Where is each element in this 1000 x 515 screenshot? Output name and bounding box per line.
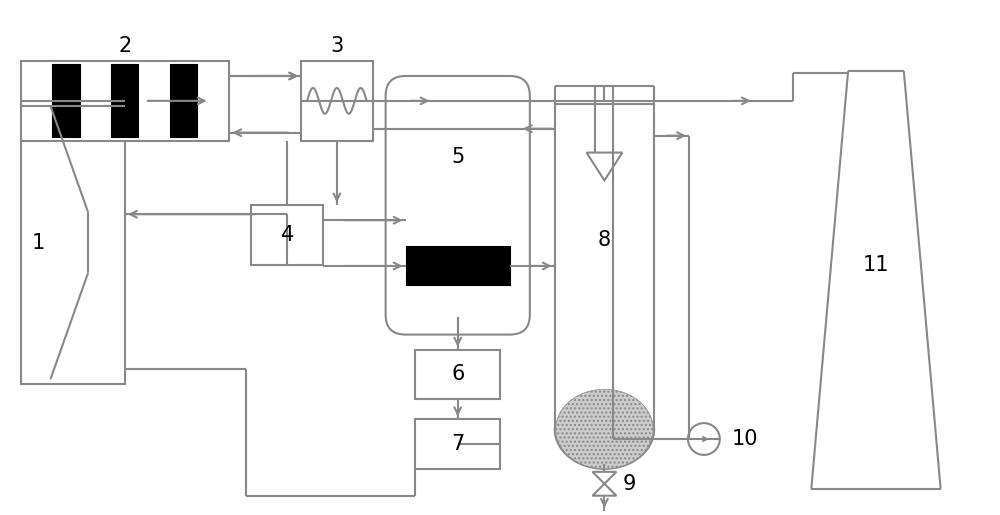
Text: 6: 6 [451, 365, 464, 384]
Text: 5: 5 [451, 147, 464, 167]
Text: 8: 8 [598, 230, 611, 250]
Bar [251, 205, 323, 265]
Text: 1: 1 [32, 233, 45, 252]
Text: 7: 7 [451, 434, 464, 454]
Bar [301, 61, 373, 141]
Polygon shape [592, 472, 616, 484]
Bar [171, 65, 197, 136]
Bar [415, 419, 500, 469]
FancyBboxPatch shape [386, 76, 530, 335]
Polygon shape [587, 152, 622, 180]
Ellipse shape [556, 389, 653, 469]
Text: 3: 3 [330, 36, 344, 56]
Bar [53, 65, 80, 136]
Bar [112, 65, 138, 136]
Circle shape [688, 423, 720, 455]
Text: 2: 2 [118, 36, 132, 56]
Text: 10: 10 [732, 429, 758, 449]
Bar [21, 61, 229, 141]
Polygon shape [592, 484, 616, 496]
Text: 11: 11 [863, 255, 889, 275]
Bar [415, 350, 500, 399]
Text: 9: 9 [622, 474, 636, 494]
Bar [407, 247, 510, 285]
Bar [21, 101, 125, 384]
Text: 4: 4 [281, 225, 294, 245]
